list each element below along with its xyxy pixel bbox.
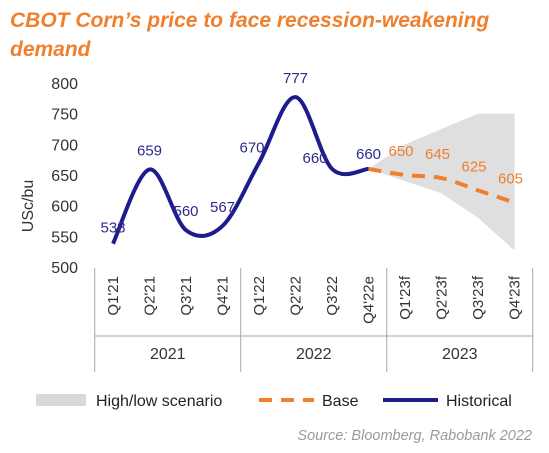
data-label: 777: [283, 70, 308, 87]
data-label: 670: [239, 140, 264, 157]
year-label: 2023: [442, 346, 478, 363]
chart-title: CBOT Corn’s price to face recession-weak…: [10, 9, 490, 61]
x-tick-label: Q3'23f: [470, 275, 487, 320]
x-tick-label: Q2'23f: [434, 275, 451, 320]
x-tick-label: Q1'21: [105, 276, 122, 316]
x-tick-label: Q3'22: [324, 276, 341, 316]
data-label: 645: [425, 146, 450, 163]
legend-label: Base: [322, 393, 359, 410]
y-tick-label: 600: [51, 199, 78, 216]
y-tick-label: 750: [51, 107, 78, 124]
data-label: 560: [173, 203, 198, 220]
data-label: 650: [388, 143, 413, 160]
data-label: 660: [356, 146, 381, 163]
x-tick-label: Q3'21: [178, 276, 195, 316]
scenario-band: [368, 113, 515, 251]
y-tick-label: 650: [51, 168, 78, 185]
legend-swatch-band: [36, 394, 86, 406]
year-label: 2021: [150, 346, 186, 363]
year-label: 2022: [296, 346, 332, 363]
base-forecast-line: [368, 166, 516, 205]
data-label: 567: [210, 199, 235, 216]
x-tick-label: Q2'22: [288, 276, 305, 316]
x-tick-label: Q2'21: [142, 276, 159, 316]
x-tick-label: Q1'23f: [397, 275, 414, 320]
y-tick-label: 800: [51, 76, 78, 93]
y-axis-label: USc/bu: [20, 180, 37, 232]
x-tick-label: Q4'21: [215, 276, 232, 316]
x-tick-label: Q1'22: [251, 276, 268, 316]
data-label: 538: [100, 220, 125, 237]
legend-label: High/low scenario: [96, 393, 222, 410]
y-tick-label: 700: [51, 137, 78, 154]
data-label: 660: [302, 150, 327, 167]
historical-line: [111, 95, 369, 245]
data-label: 605: [498, 171, 523, 188]
legend-label: Historical: [446, 393, 512, 410]
x-tick-label: Q4'23f: [507, 275, 524, 320]
y-tick-label: 550: [51, 229, 78, 246]
data-label: 659: [137, 142, 162, 159]
x-tick-label: Q4'22e: [361, 276, 378, 324]
y-tick-label: 500: [51, 260, 78, 277]
source-note: Source: Bloomberg, Rabobank 2022: [297, 428, 532, 444]
data-label: 625: [461, 158, 486, 175]
